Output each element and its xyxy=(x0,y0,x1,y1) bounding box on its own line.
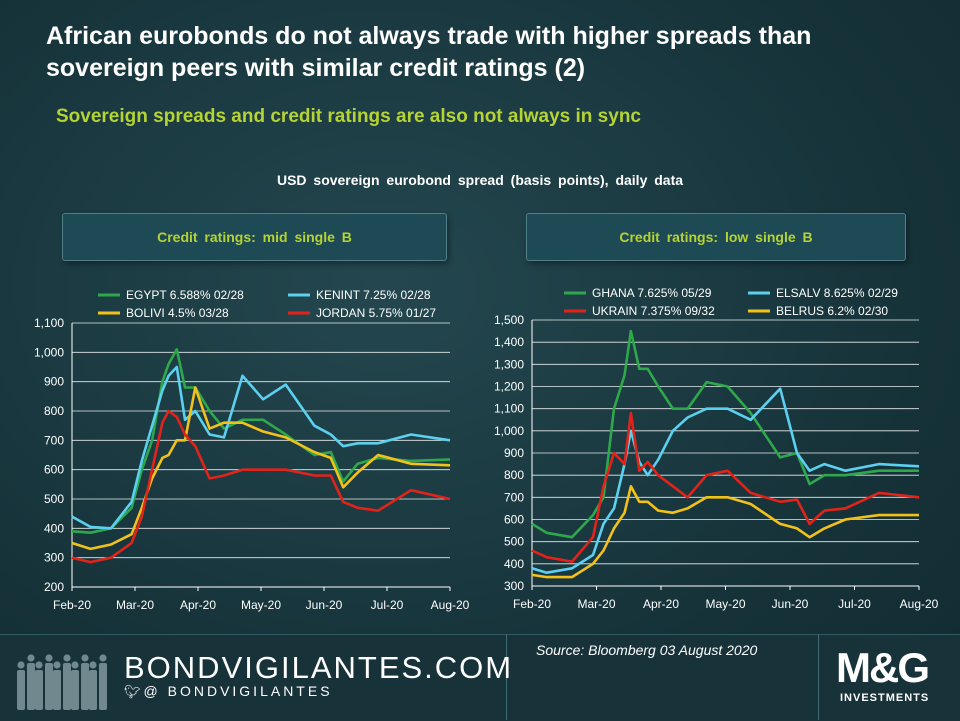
source-note: Source: Bloomberg 03 August 2020 xyxy=(536,642,758,658)
y-tick-label: 900 xyxy=(44,375,64,389)
footer-divider xyxy=(818,634,819,720)
legend-label: EGYPT 6.588% 02/28 xyxy=(126,288,244,302)
person-body xyxy=(99,663,107,710)
x-tick-label: Aug-20 xyxy=(900,597,939,611)
y-tick-label: 600 xyxy=(44,463,64,477)
series-line-jordan xyxy=(71,409,451,564)
person-body xyxy=(45,663,53,710)
series-line-ghana xyxy=(531,329,919,539)
person-head xyxy=(35,661,43,669)
panel-right-header: Credit ratings: low single B xyxy=(526,213,906,261)
y-tick-label: 300 xyxy=(44,551,64,565)
gridlines xyxy=(532,319,919,587)
series-line-belrus xyxy=(531,485,919,579)
y-tick-label: 700 xyxy=(504,490,524,504)
brand-handle-text: @ BONDVIGILANTES xyxy=(143,683,333,699)
y-tick-label: 1,100 xyxy=(494,402,524,416)
y-tick-label: 200 xyxy=(44,580,64,594)
person-head xyxy=(27,654,35,662)
y-tick-label: 700 xyxy=(44,433,64,447)
x-tick-label: Feb-20 xyxy=(513,597,551,611)
y-tick-label: 300 xyxy=(504,579,524,593)
person-body xyxy=(81,663,89,710)
legend-label: ELSALV 8.625% 02/29 xyxy=(776,286,898,300)
x-tick-label: Feb-20 xyxy=(53,598,91,612)
series-line-bolivi xyxy=(71,386,451,551)
chart-right: 300 400 500 600 700 800 900 1,000 1,100 1,200 1,30… xyxy=(494,286,939,611)
person-head xyxy=(81,654,89,662)
person-head xyxy=(17,661,25,669)
y-tick-label: 800 xyxy=(504,468,524,482)
x-tick-label: Mar-20 xyxy=(577,597,615,611)
person-body xyxy=(27,663,35,710)
x-tick-label: Aug-20 xyxy=(431,598,470,612)
person-head xyxy=(89,661,97,669)
mg-logo: M&G xyxy=(836,644,930,691)
y-tick-label: 1,400 xyxy=(494,335,524,349)
legend-label: BELRUS 6.2% 02/30 xyxy=(776,304,888,318)
legend-label: GHANA 7.625% 05/29 xyxy=(592,286,712,300)
legend-label: KENINT 7.25% 02/28 xyxy=(316,288,431,302)
x-tick-label: Apr-20 xyxy=(643,597,679,611)
footer xyxy=(0,634,960,721)
person-head xyxy=(71,661,79,669)
person-body xyxy=(89,670,97,710)
legend-label: UKRAIN 7.375% 09/32 xyxy=(592,304,715,318)
person-body xyxy=(17,670,25,710)
person-body xyxy=(63,663,71,710)
person-body xyxy=(35,670,43,710)
x-tick-label: Jun-20 xyxy=(772,597,809,611)
y-tick-label: 400 xyxy=(44,521,64,535)
y-tick-label: 800 xyxy=(44,404,64,418)
x-tick-label: Jul-20 xyxy=(371,598,404,612)
person-head xyxy=(53,661,61,669)
person-body xyxy=(53,670,61,710)
panel-left-header: Credit ratings: mid single B xyxy=(62,213,447,261)
people-silhouettes-icon xyxy=(17,654,107,710)
y-tick-label: 1,300 xyxy=(494,357,524,371)
x-tick-label: Jun-20 xyxy=(306,598,343,612)
mg-logo-subtitle: INVESTMENTS xyxy=(840,692,930,704)
legend-label: JORDAN 5.75% 01/27 xyxy=(316,306,436,320)
series-line-elsalv xyxy=(531,387,920,575)
y-tick-label: 1,000 xyxy=(34,345,64,359)
slide-subtitle: Sovereign spreads and credit ratings are… xyxy=(56,106,641,127)
person-head xyxy=(45,654,53,662)
y-tick-label: 500 xyxy=(44,492,64,506)
legend-label: BOLIVI 4.5% 03/28 xyxy=(126,306,229,320)
series-line-egypt xyxy=(71,348,451,534)
y-tick-label: 1,100 xyxy=(34,316,64,330)
footer-divider xyxy=(506,634,507,720)
x-tick-label: Apr-20 xyxy=(180,598,216,612)
x-tick-label: Jul-20 xyxy=(838,597,871,611)
person-head xyxy=(63,654,71,662)
brand-handle[interactable]: 🐦︎@ BONDVIGILANTES xyxy=(124,683,333,700)
series-line-kenint xyxy=(71,365,451,530)
gridlines xyxy=(72,322,450,588)
y-tick-label: 1,000 xyxy=(494,424,524,438)
x-tick-label: May-20 xyxy=(241,598,281,612)
y-tick-label: 1,500 xyxy=(494,313,524,327)
twitter-bird-icon: 🐦︎ xyxy=(124,684,144,699)
slide-title: African eurobonds do not always trade wi… xyxy=(46,22,812,82)
x-tick-label: May-20 xyxy=(705,597,745,611)
y-tick-label: 1,200 xyxy=(494,380,524,394)
chart-left: 200 300 400 500 600 700 800 900 1,000 1,100 Feb-20… xyxy=(34,288,470,612)
person-head xyxy=(99,654,107,662)
brand-name[interactable]: BONDVIGILANTES.COM xyxy=(124,650,514,685)
x-tick-label: Mar-20 xyxy=(116,598,154,612)
series-line-ukrain xyxy=(531,411,920,563)
y-tick-label: 500 xyxy=(504,535,524,549)
chart-caption: USD sovereign eurobond spread (basis poi… xyxy=(276,172,684,188)
y-tick-label: 400 xyxy=(504,557,524,571)
y-tick-label: 900 xyxy=(504,446,524,460)
y-tick-label: 600 xyxy=(504,513,524,527)
person-body xyxy=(71,670,79,710)
